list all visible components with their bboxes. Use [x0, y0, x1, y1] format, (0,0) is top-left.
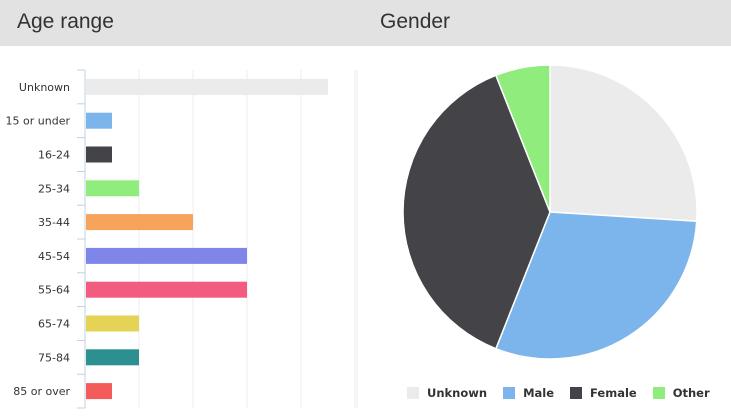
legend-item-female[interactable]: Female	[570, 386, 637, 400]
y-tick-label-16-24: 16-24	[38, 149, 70, 162]
legend-swatch	[570, 387, 583, 399]
pie-slice-female	[402, 74, 551, 350]
legend-item-male[interactable]: Male	[503, 386, 554, 400]
gender-title: Gender	[380, 10, 451, 33]
legend-item-other[interactable]: Other	[652, 386, 710, 400]
bar-unknown	[86, 78, 328, 95]
pie-slice-unknown	[549, 64, 698, 223]
bar-65-74	[86, 315, 139, 332]
bar-55-64	[86, 281, 247, 298]
bar-85-or-over	[86, 383, 112, 400]
gender-legend: Unknown Male Female Other	[407, 384, 710, 402]
bar-25-34	[86, 180, 139, 197]
legend-label: Unknown	[427, 386, 488, 400]
legend-label: Other	[672, 386, 710, 400]
y-tick-label-65-74: 65-74	[38, 318, 70, 331]
y-tick-label-85-or-over: 85 or over	[13, 385, 70, 398]
pie-slice-male	[494, 211, 698, 360]
bar-15-or-under	[86, 112, 112, 129]
age-range-bar-chart: Unknown 15 or under 16-24 25-34 35-44 45-54 55…	[6, 69, 358, 409]
legend-swatch	[407, 387, 419, 399]
legend-swatch	[652, 387, 665, 399]
bar-75-84	[86, 349, 139, 366]
bar-45-54	[86, 247, 247, 264]
legend-swatch	[503, 387, 516, 399]
y-tick-label-25-34: 25-34	[38, 182, 70, 195]
header-bar	[0, 0, 731, 46]
bar-16-24	[86, 146, 112, 163]
y-tick-label-45-54: 45-54	[38, 250, 70, 263]
y-tick-label-unknown: Unknown	[19, 81, 70, 94]
pie-slice-other	[494, 64, 551, 213]
y-tick-label-35-44: 35-44	[38, 216, 70, 229]
age-range-title: Age range	[17, 10, 114, 33]
legend-label: Male	[523, 386, 555, 400]
gender-pie-chart	[402, 64, 698, 360]
y-tick-label-55-64: 55-64	[38, 284, 70, 297]
bar-35-44	[86, 214, 193, 231]
legend-item-unknown[interactable]: Unknown	[407, 386, 487, 400]
legend-label: Female	[590, 386, 637, 400]
y-tick-label-15-or-under: 15 or under	[6, 115, 71, 128]
y-tick-label-75-84: 75-84	[38, 351, 70, 364]
